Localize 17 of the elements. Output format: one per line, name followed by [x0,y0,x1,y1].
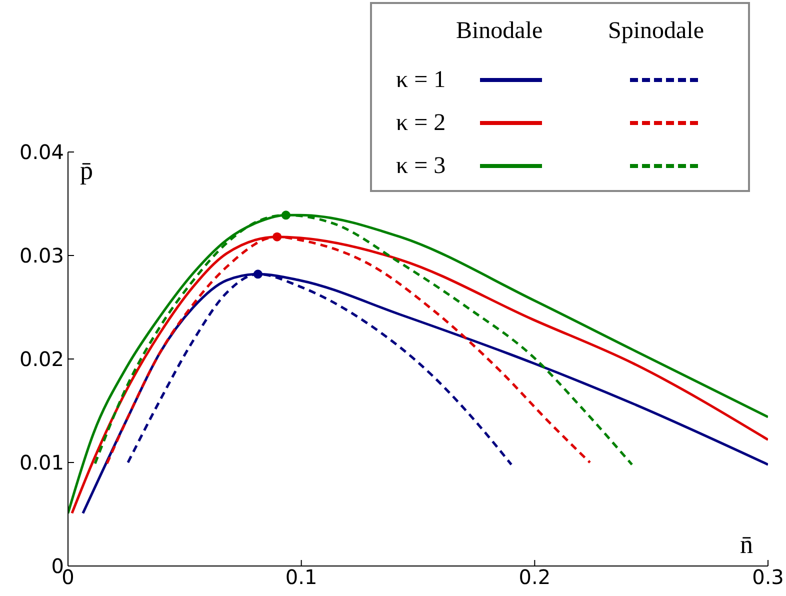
y-axis-title: p̄ [80,156,93,186]
y-tick-label: 0.04 [19,140,64,164]
text: Spinodale [608,18,704,45]
x-axis-title: n̄ [740,530,753,560]
text: Binodale [456,18,543,45]
y-tick-label: 0.03 [19,244,64,268]
legend-label: κ = 1 [396,66,447,94]
y-tick-label: 0.02 [19,347,64,372]
point [253,270,262,279]
x-tick-label: 0.2 [518,565,551,590]
y-tick-label: 0.01 [19,450,64,475]
legend-label: κ = 2 [396,110,447,136]
x-tick-label: 0.3 [752,565,784,590]
legend-label: κ = 3 [396,152,447,180]
point [281,210,290,220]
x-tick-label: 0.1 [285,565,318,590]
point [272,232,282,242]
